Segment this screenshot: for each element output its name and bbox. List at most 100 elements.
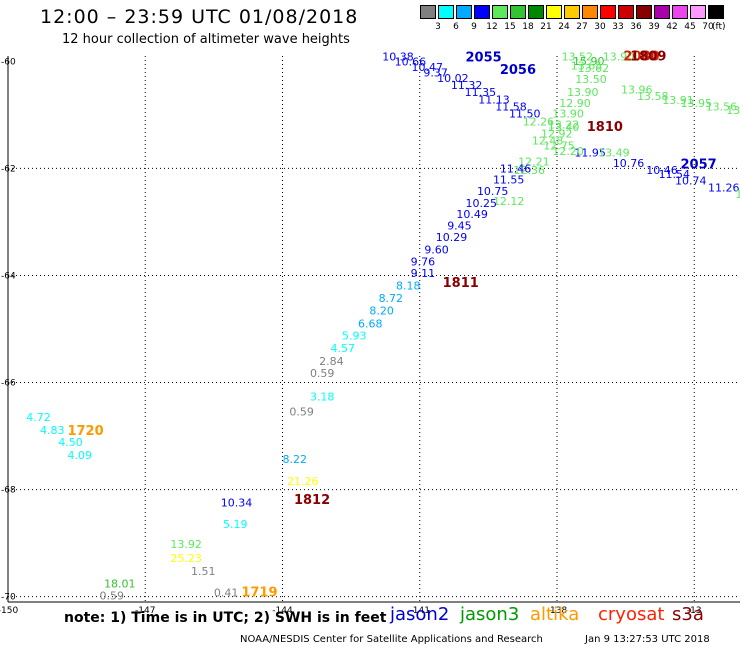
swh-value-label: 13.90: [603, 50, 635, 63]
lat-tick-label: -68: [1, 486, 16, 496]
swh-value-label: 13.50: [575, 73, 607, 86]
legend-altika: altika: [530, 604, 580, 625]
swh-value-label: 9.76: [411, 255, 436, 268]
swh-value-label: 8.22: [283, 453, 308, 466]
swh-value-label: 9.60: [424, 244, 449, 257]
swh-value-label: 13.65: [571, 59, 603, 72]
page-subtitle: 12 hour collection of altimeter wave hei…: [62, 32, 350, 47]
lat-tick-label: -64: [1, 271, 16, 281]
colorbar-swatch: [636, 5, 652, 19]
lat-tick-label: -70: [1, 593, 16, 603]
lon-tick-label: -138: [547, 606, 568, 616]
colorbar-swatch: [546, 5, 562, 19]
colorbar-tick-label: 27: [576, 22, 588, 32]
swh-value-label: 6.68: [358, 317, 383, 330]
swh-value-label: 12.48: [532, 134, 564, 147]
swh-value-label: 10.49: [456, 208, 488, 221]
swh-value-label: 2.84: [319, 355, 344, 368]
swh-value-label: 18.01: [104, 578, 136, 591]
swh-value-label: 11.95: [574, 147, 606, 160]
lat-tick-label: -62: [1, 164, 16, 174]
pass-time-marker: 1720: [67, 424, 103, 439]
colorbar-tick-label: 36: [630, 22, 642, 32]
colorbar-swatch: [708, 5, 724, 19]
swh-value-label: 10.75: [477, 185, 509, 198]
colorbar-tick-label: 24: [558, 22, 570, 32]
swh-value-label: 13.40: [548, 121, 580, 134]
swh-value-label: 1.51: [191, 565, 216, 578]
lat-tick-label: -66: [1, 379, 16, 389]
swh-value-label: 13.49: [598, 147, 630, 160]
colorbar-tick-label: 30: [594, 22, 606, 32]
swh-value-label: 3.18: [310, 391, 335, 404]
pass-time-marker: 2056: [500, 63, 536, 78]
legend-jason3: jason3: [460, 604, 520, 625]
swh-value-label: 10.76: [613, 157, 645, 170]
swh-value-label: 12.26: [523, 116, 555, 129]
colorbar-swatch: [618, 5, 634, 19]
colorbar-swatch: [492, 5, 508, 19]
swh-value-label: 11.54: [659, 168, 691, 181]
swh-value-label: 4.72: [26, 411, 51, 424]
lon-tick-label: -150: [0, 606, 18, 616]
colorbar-swatch: [582, 5, 598, 19]
swh-value-label: 4.09: [67, 449, 92, 462]
swh-value-label: 0.59: [100, 589, 125, 602]
colorbar-tick-label: 9: [471, 22, 477, 32]
swh-value-label: 10.47: [412, 61, 444, 74]
pass-time-marker: 2080: [623, 49, 659, 64]
colorbar-swatch: [474, 5, 490, 19]
colorbar-tick-label: 33: [612, 22, 624, 32]
swh-value-label: 10.66: [395, 56, 427, 69]
swh-value-label: 12.36: [514, 164, 546, 177]
swh-value-label: 13.22: [548, 118, 580, 131]
swh-value-label: 10.38: [382, 50, 414, 63]
swh-value-label: 13.95: [681, 97, 713, 110]
note-text: note: 1) Time is in UTC; 2) SWH is in fe…: [64, 610, 387, 626]
swh-value-label: 8.72: [379, 292, 404, 305]
colorbar-tick-label: 42: [666, 22, 678, 32]
swh-value-label: 13.92: [170, 538, 202, 551]
swh-value-label: 12.75: [543, 140, 575, 153]
swh-value-label: 5.19: [223, 518, 248, 531]
lon-tick-label: -13: [687, 606, 702, 616]
swh-value-label: 11.26: [708, 181, 740, 194]
swh-value-label: 10.34: [221, 497, 253, 510]
colorbar-tick-label: 6: [453, 22, 459, 32]
colorbar-tick-label: 39: [648, 22, 660, 32]
swh-value-label: 0.59: [310, 367, 335, 380]
swh-value-label: 10.25: [466, 197, 498, 210]
swh-value-label: 9.11: [411, 267, 436, 280]
colorbar-swatch: [438, 5, 454, 19]
colorbar-swatch: [528, 5, 544, 19]
swh-value-label: 10.74: [675, 174, 707, 187]
swh-value-label: 13.91: [662, 94, 694, 107]
swh-value-label: 8.18: [396, 279, 421, 292]
generated-timestamp: Jan 9 13:27:53 UTC 2018: [585, 634, 710, 645]
swh-value-label: 0.41: [214, 587, 239, 600]
swh-value-label: 8.20: [369, 305, 394, 318]
swh-value-label: 4.50: [58, 436, 82, 449]
colorbar-tick-label: 21: [540, 22, 552, 32]
swh-value-label: 12.21: [518, 156, 550, 169]
legend-s3a: s3a: [672, 604, 704, 625]
swh-value-label: 13.52: [726, 104, 740, 117]
swh-value-label: 4.83: [40, 424, 65, 437]
swh-value-label: 11.32: [451, 79, 483, 92]
pass-time-marker: 1811: [443, 276, 479, 291]
swh-value-label: 10.29: [436, 231, 468, 244]
swh-value-label: 13.90: [567, 86, 599, 99]
swh-value-label: 11.58: [495, 101, 527, 114]
swh-value-label: 0.59: [289, 406, 314, 419]
legend-jason2: jason2: [390, 604, 450, 625]
swh-value-label: 10.02: [437, 72, 469, 85]
swh-value-label: 10.46: [646, 164, 678, 177]
swh-value-label: 25.23: [170, 552, 202, 565]
colorbar-tick-label: 15: [504, 22, 516, 32]
swh-value-label: 12.92: [541, 127, 573, 140]
colorbar-swatch: [672, 5, 688, 19]
swh-value-label: 13.52: [562, 50, 594, 63]
swh-value-label: 13.62: [578, 62, 610, 75]
colorbar-unit: (ft): [712, 22, 726, 32]
